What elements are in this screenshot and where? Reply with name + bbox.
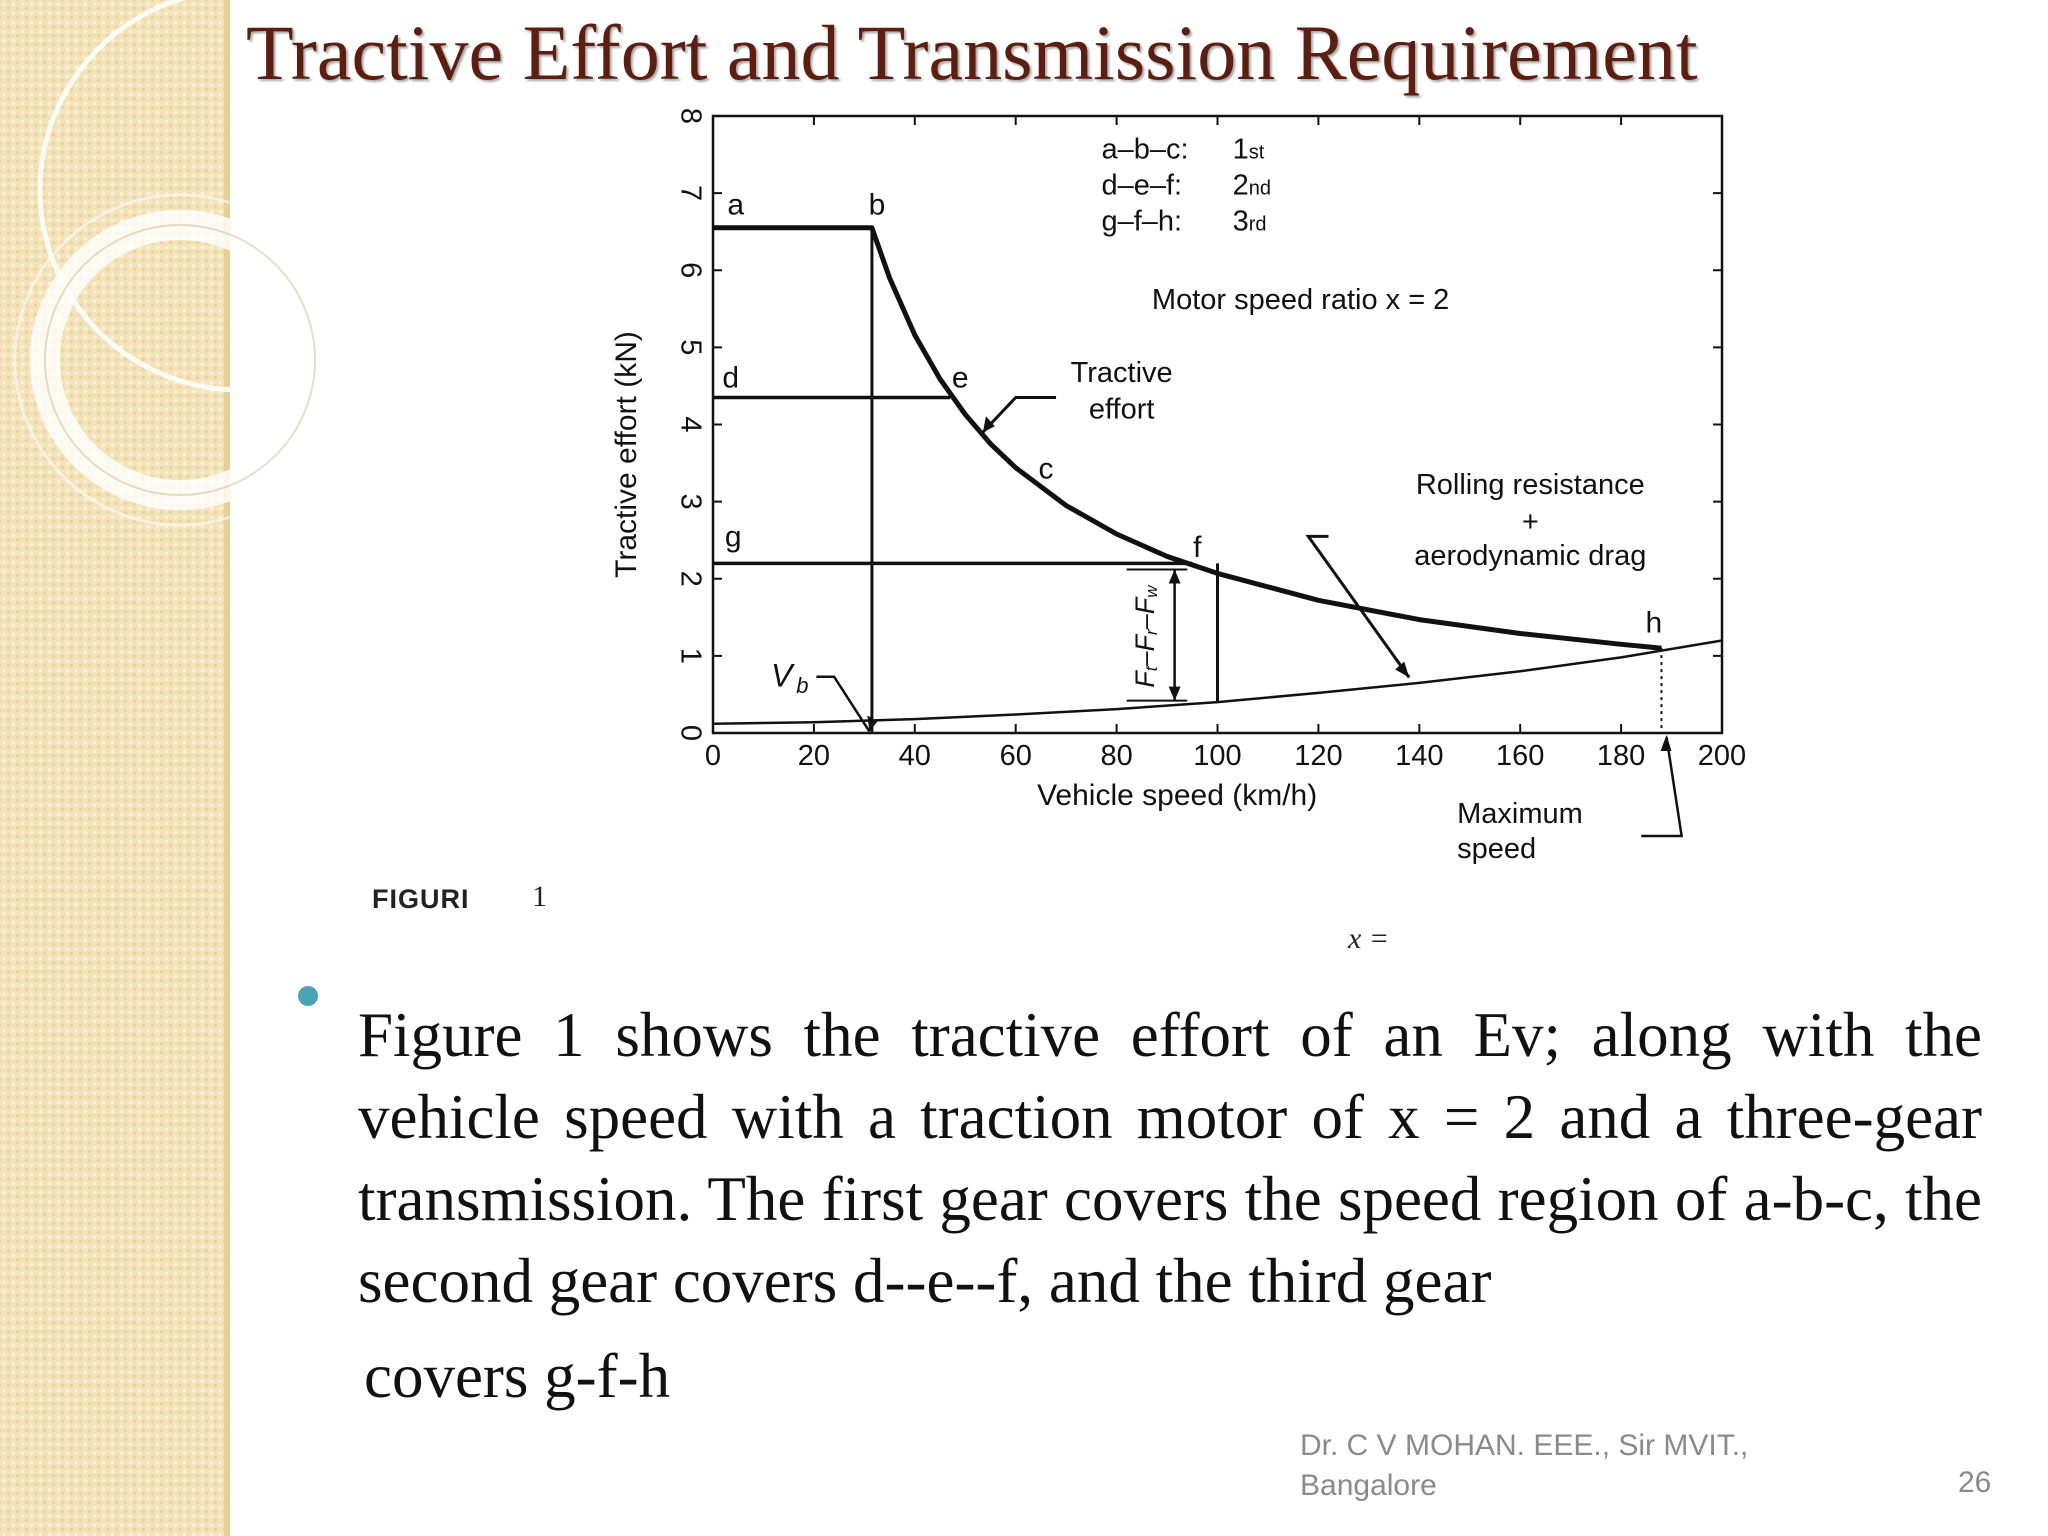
point-label-b: b — [869, 189, 886, 222]
sidebar-edge — [224, 0, 230, 1536]
bullet-paragraph: Figure 1 shows the tractive effort of an… — [358, 1000, 1982, 1316]
y-tick-label: 3 — [674, 494, 706, 510]
legend-gear: 1 — [1233, 133, 1249, 165]
vb-arrowhead — [867, 715, 878, 732]
x-tick-label: 200 — [1698, 740, 1746, 772]
tractive-effort-annotation: Tractive — [1071, 357, 1173, 389]
chart-lines — [712, 225, 1723, 838]
resistance-pointer — [1305, 534, 1411, 679]
chart-axes — [711, 114, 1724, 735]
bullet-paragraph-last-line: covers g-f-h — [364, 1341, 671, 1411]
legend-label: g–f–h: — [1101, 205, 1182, 237]
x-tick-label: 80 — [1100, 740, 1132, 772]
legend-label: d–e–f: — [1101, 169, 1182, 201]
x-tick-label: 40 — [899, 740, 931, 772]
bullet-icon — [298, 986, 318, 1006]
net-force-arrowhead-bottom — [1168, 686, 1181, 701]
net-force-label: Ft–Fr–Fw — [1130, 584, 1161, 688]
point-label-e: e — [952, 361, 969, 394]
net-force-arrowhead-top — [1168, 569, 1181, 584]
y-tick-label: 0 — [674, 725, 706, 741]
legend-gear-suffix: st — [1249, 141, 1265, 163]
tractive-effort-chart: 0 20 40 60 80 100 120 140 160 180 200 0 1 2 3 4 5 6 7 8 Vehi… — [610, 108, 1746, 865]
max-speed-arrowhead — [1660, 735, 1672, 751]
tractive-effort-arrowhead — [982, 416, 995, 433]
slide-title: Tractive Effort and Transmission Require… — [246, 9, 1698, 96]
y-tick-label: 7 — [674, 185, 706, 201]
y-axis-label: Tractive effort (kN) — [610, 331, 643, 578]
max-speed-pointer — [1641, 736, 1684, 838]
y-tick-label: 1 — [674, 648, 706, 664]
y-tick-label: 6 — [674, 262, 706, 278]
figure-number: 1 — [532, 880, 547, 913]
max-speed-annotation: speed — [1457, 833, 1536, 865]
legend-gear-suffix: rd — [1249, 213, 1267, 235]
y-tick-label: 2 — [674, 571, 706, 587]
x-tick-label: 100 — [1193, 740, 1241, 772]
footer-credit: Dr. C V MOHAN. EEE., Sir MVIT., Bangalor… — [1300, 1429, 1749, 1502]
x-tick-label: 180 — [1597, 740, 1645, 772]
resistance-annotation: Rolling resistance — [1416, 469, 1645, 501]
y-tick-label: 5 — [674, 339, 706, 355]
resistance-annotation: + — [1522, 506, 1539, 538]
x-axis-label: Vehicle speed (km/h) — [1037, 779, 1317, 812]
legend-gear-suffix: nd — [1249, 177, 1271, 199]
x-tick-label: 60 — [1000, 740, 1032, 772]
x-tick-label: 140 — [1395, 740, 1443, 772]
max-speed-annotation: Maximum — [1457, 798, 1583, 830]
x-tick-label: 0 — [705, 740, 721, 772]
vb-annotation: V — [771, 658, 795, 694]
legend-gear: 3 — [1233, 205, 1249, 237]
tractive-effort-pointer — [981, 396, 1057, 434]
point-label-c: c — [1038, 452, 1053, 485]
resistance-annotation: aerodynamic drag — [1414, 540, 1646, 572]
y-tick-label: 4 — [674, 416, 706, 432]
resistance-arrowhead — [1395, 661, 1410, 678]
x-tick-label: 160 — [1496, 740, 1544, 772]
point-label-g: g — [725, 520, 742, 553]
point-label-d: d — [722, 361, 739, 394]
x-tick-label: 120 — [1294, 740, 1342, 772]
legend-gear: 2 — [1233, 169, 1249, 201]
vb-pointer — [816, 675, 871, 733]
point-label-h: h — [1646, 607, 1663, 640]
point-label-f: f — [1193, 531, 1202, 564]
y-tick-label: 8 — [674, 108, 706, 124]
page-number: 26 — [1958, 1466, 1992, 1499]
tractive-effort-annotation: effort — [1089, 393, 1155, 425]
figure-label: FIGURI — [372, 884, 470, 914]
chart-labels: 0 20 40 60 80 100 120 140 160 180 200 0 1 2 3 4 5 6 7 8 Vehi… — [610, 108, 1746, 865]
decorative-rings — [13, 0, 360, 527]
tractive-effort-curve — [713, 225, 1662, 651]
legend-label: a–b–c: — [1101, 133, 1188, 165]
x-tick-label: 20 — [798, 740, 830, 772]
motor-ratio-label: Motor speed ratio x = 2 — [1152, 284, 1449, 316]
point-label-a: a — [727, 189, 744, 222]
vb-annotation-sub: b — [796, 673, 808, 698]
x-equals-caption: x = — [1348, 922, 1390, 955]
